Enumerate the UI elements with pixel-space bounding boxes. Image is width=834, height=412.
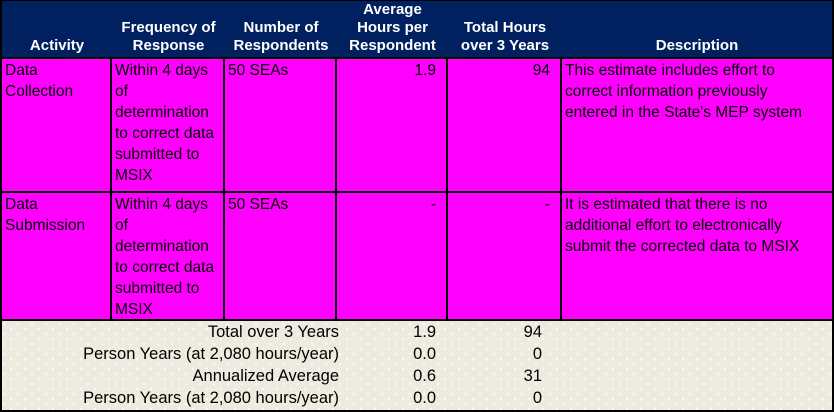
summary-section: Total over 3 Years 1.9 94 Person Years (… (2, 321, 832, 410)
summary-total-hours-value: 31 (523, 367, 542, 385)
header-avg-hours: Average Hours per Respondent (349, 1, 436, 54)
summary-row: Person Years (at 2,080 hours/year) 0.0 0 (2, 388, 832, 410)
summary-row: Annualized Average 0.6 31 (2, 366, 832, 388)
cell-frequency: Within 4 days of determination to correc… (112, 193, 225, 319)
table-row: Data Submission Within 4 days of determi… (2, 193, 832, 321)
summary-avg-hours-value: 0.0 (413, 389, 436, 407)
summary-avg-hours-value: 1.9 (413, 323, 436, 341)
cell-activity: Data Submission (2, 193, 112, 319)
summary-avg-hours-value: 0.6 (413, 367, 436, 385)
summary-total-hours-value: 94 (523, 323, 542, 341)
cell-avg-hours: - (337, 193, 448, 319)
cell-respondents: 50 SEAs (225, 59, 337, 191)
summary-row: Total over 3 Years 1.9 94 (2, 322, 832, 344)
cell-total-hours: - (448, 193, 562, 319)
cell-activity: Data Collection (2, 59, 112, 191)
header-description: Description (655, 37, 739, 54)
cell-total-hours: 94 (448, 59, 562, 191)
summary-label: Total over 3 Years (207, 323, 339, 341)
summary-label: Person Years (at 2,080 hours/year) (83, 345, 339, 363)
header-frequency: Frequency of Response (121, 19, 216, 54)
cell-frequency: Within 4 days of determination to correc… (112, 59, 225, 191)
summary-row: Person Years (at 2,080 hours/year) 0.0 0 (2, 344, 832, 366)
summary-total-hours-value: 0 (532, 345, 542, 363)
cell-description: This estimate includes effort to correct… (565, 62, 803, 121)
header-respondents: Number of Respondents (233, 19, 329, 54)
header-activity: Activity (29, 37, 85, 54)
summary-total-hours-value: 0 (532, 389, 542, 407)
header-total-hours: Total Hours over 3 Years (460, 19, 550, 54)
cell-avg-hours: 1.9 (337, 59, 448, 191)
summary-avg-hours-value: 0.0 (413, 345, 436, 363)
cell-description: It is estimated that there is no additio… (565, 196, 800, 255)
cell-respondents: 50 SEAs (225, 193, 337, 319)
summary-label: Annualized Average (192, 367, 339, 385)
table-header-row: Activity Frequency of Response Number of… (2, 1, 832, 59)
table-row: Data Collection Within 4 days of determi… (2, 59, 832, 193)
summary-label: Person Years (at 2,080 hours/year) (83, 389, 339, 407)
